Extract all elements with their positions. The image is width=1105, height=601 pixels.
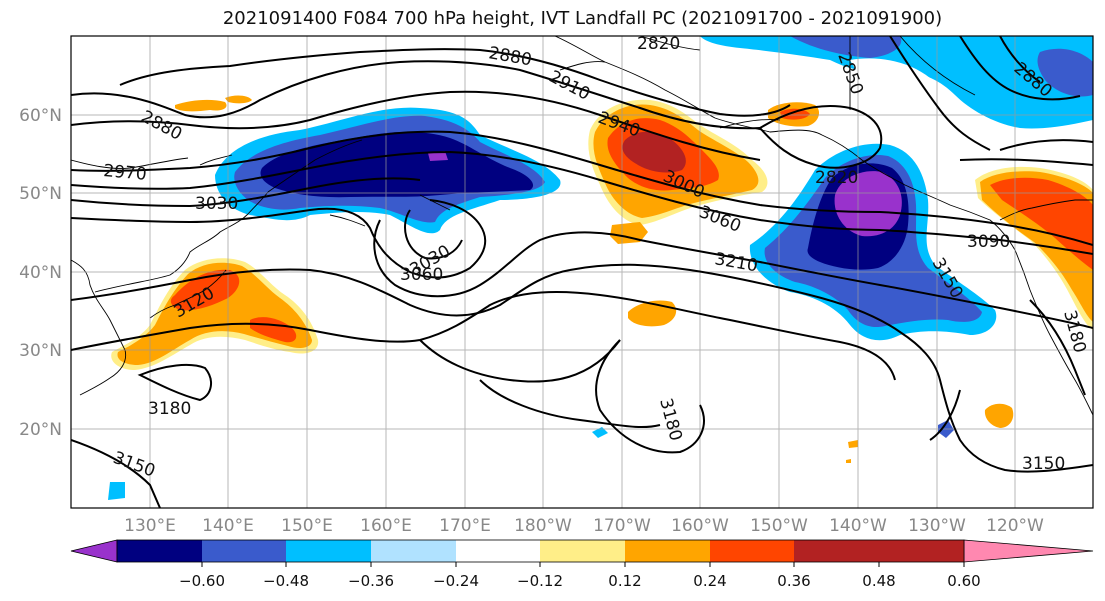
colorbar-segment	[540, 540, 625, 562]
coastlines	[71, 36, 1093, 416]
colorbar-segment	[794, 540, 879, 562]
contour-label: 2970	[103, 161, 148, 185]
lon-label: 130°W	[908, 516, 966, 536]
contour-label: 3090	[967, 232, 1010, 252]
colorbar-segment	[710, 540, 794, 562]
lat-label: 50°N	[19, 184, 62, 204]
lon-label: 170°E	[439, 516, 491, 536]
colorbar-tick-label: 0.24	[693, 572, 726, 590]
negative-region-ne-mid	[790, 36, 902, 58]
lon-label: 160°W	[671, 516, 729, 536]
colorbar-arrow-left	[70, 539, 118, 563]
negative-patch-3	[108, 482, 125, 500]
lon-label: 120°W	[986, 516, 1044, 536]
colorbar-tick-label: 0.12	[608, 572, 641, 590]
positive-patch-tiny2	[846, 459, 851, 463]
negative-patch-2	[592, 427, 608, 438]
positive-region-japan-mid	[117, 262, 312, 365]
positive-patch-kamchatka	[175, 99, 227, 112]
negative-region-ne-outer	[700, 36, 1093, 129]
negative-region-nw-peak	[428, 151, 448, 161]
colorbar-tick-label: −0.24	[433, 572, 479, 590]
longitude-labels: 130°E 140°E 150°E 160°E 170°E 180°W 170°…	[124, 516, 1044, 536]
lon-label: 170°W	[593, 516, 651, 536]
lon-label: 180°W	[514, 516, 572, 536]
map-frame	[70, 35, 1094, 509]
positive-patch-kamchatka2	[225, 95, 252, 104]
colorbar-tick-label: −0.60	[179, 572, 225, 590]
colorbar-segment	[625, 540, 710, 562]
contour-label: 3060	[400, 265, 443, 285]
positive-region-cnp-patch	[610, 222, 648, 244]
colorbar: −0.60 −0.48 −0.36 −0.24 −0.12 0.12 0.24 …	[70, 539, 1094, 590]
colorbar-tick-label: 0.48	[862, 572, 895, 590]
positive-region-ak-core	[780, 108, 810, 120]
map-title: 2021091400 F084 700 hPa height, IVT Land…	[222, 8, 943, 29]
latitude-labels: 60°N 50°N 40°N 30°N 20°N	[19, 106, 62, 440]
lon-label: 140°W	[829, 516, 887, 536]
colorbar-tick-label: −0.12	[517, 572, 563, 590]
contour-label: 3030	[195, 194, 238, 214]
lat-label: 20°N	[19, 420, 62, 440]
colorbar-segment	[286, 540, 371, 562]
lon-label: 150°E	[281, 516, 333, 536]
contour-label: 2820	[637, 34, 680, 54]
colorbar-tick-label: −0.36	[348, 572, 394, 590]
positive-patch-sw	[984, 403, 1014, 428]
ivt-shading	[71, 36, 1093, 508]
colorbar-segment	[456, 540, 540, 562]
lon-label: 160°E	[360, 516, 412, 536]
colorbar-segment	[879, 540, 964, 562]
colorbar-segment	[202, 540, 286, 562]
colorbar-ticks	[201, 562, 965, 567]
contour-label: 2820	[815, 168, 858, 188]
colorbar-tick-label: 0.36	[777, 572, 810, 590]
colorbar-tick-labels: −0.60 −0.48 −0.36 −0.24 −0.12 0.12 0.24 …	[179, 572, 981, 590]
lat-label: 40°N	[19, 263, 62, 283]
lon-label: 150°W	[750, 516, 808, 536]
contour-label: 3150	[1022, 454, 1065, 474]
colorbar-segment	[371, 540, 456, 562]
colorbar-tick-label: 0.60	[947, 572, 980, 590]
colorbar-tick-label: −0.48	[263, 572, 309, 590]
colorbar-arrow-right	[963, 539, 1094, 563]
positive-patch-tiny	[848, 440, 858, 448]
lat-label: 60°N	[19, 106, 62, 126]
positive-region-cnp-core	[622, 131, 686, 173]
negative-region-ne-mid2	[1037, 48, 1093, 97]
negative-region-ne-hole	[850, 58, 980, 116]
negative-region-goa-peak	[834, 171, 902, 237]
lon-label: 140°E	[202, 516, 254, 536]
lat-label: 30°N	[19, 341, 62, 361]
lon-label: 130°E	[124, 516, 176, 536]
height-contours	[71, 36, 1093, 508]
colorbar-segment	[117, 540, 202, 562]
contour-label: 3180	[148, 399, 191, 419]
